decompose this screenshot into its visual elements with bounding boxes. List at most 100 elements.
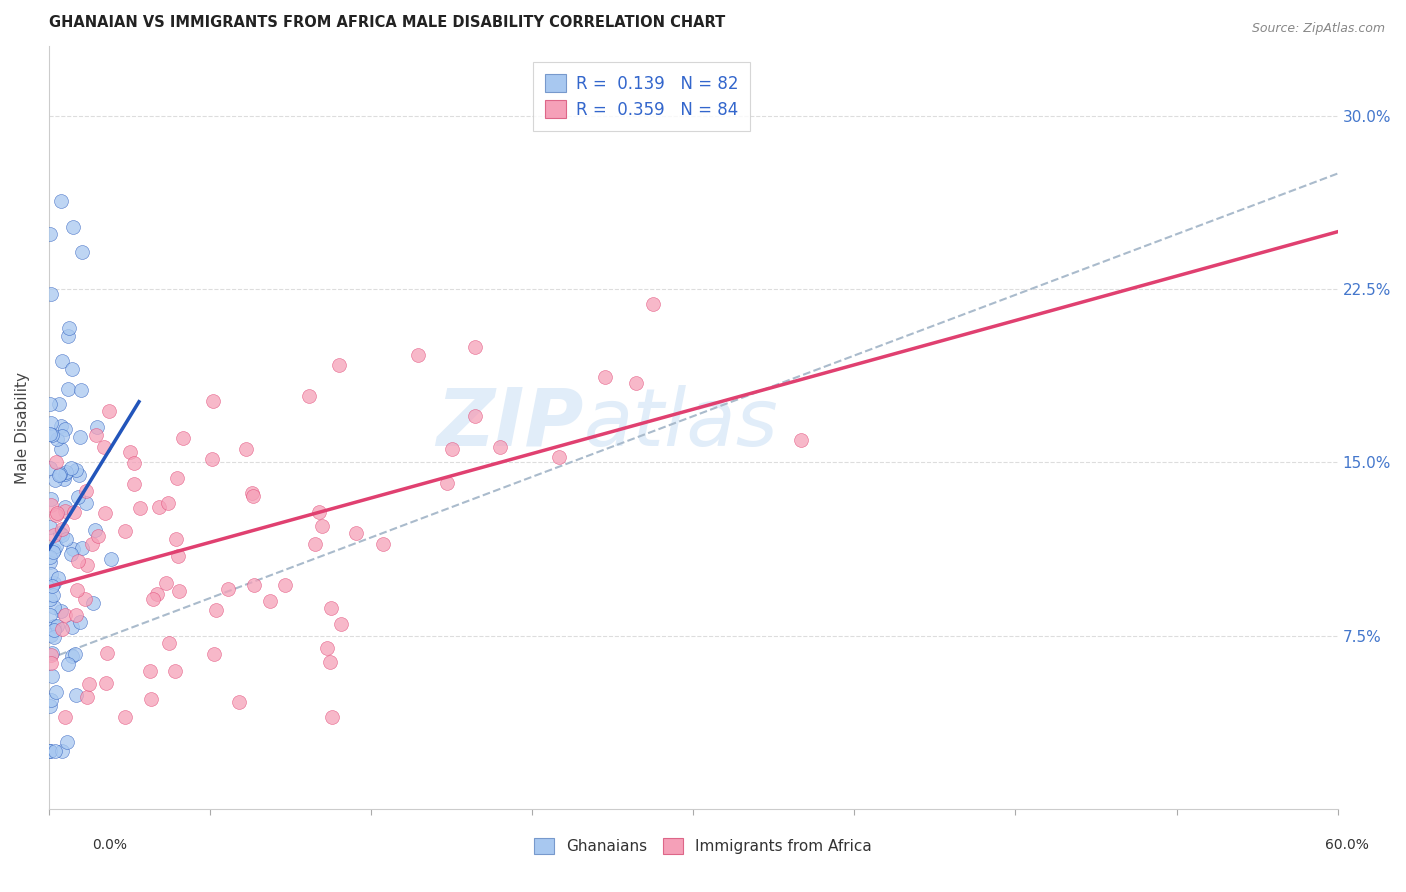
Point xyxy=(39,492,62,507)
Point xyxy=(242,489,264,503)
Point xyxy=(69,430,91,444)
Point xyxy=(80,537,103,551)
Point xyxy=(84,524,107,538)
Point xyxy=(38,744,60,758)
Point xyxy=(42,619,65,633)
Point xyxy=(304,537,326,551)
Point xyxy=(46,571,69,585)
Point xyxy=(441,442,464,457)
Point xyxy=(41,668,63,682)
Point xyxy=(218,582,240,596)
Point xyxy=(44,744,66,758)
Point xyxy=(38,520,60,534)
Point xyxy=(259,594,281,608)
Point xyxy=(464,340,486,354)
Point xyxy=(114,524,136,539)
Point xyxy=(42,528,65,542)
Point xyxy=(41,578,63,592)
Point xyxy=(39,591,62,606)
Text: ZIP: ZIP xyxy=(436,385,583,463)
Point xyxy=(41,428,63,442)
Point xyxy=(44,473,66,487)
Point xyxy=(406,348,429,362)
Point xyxy=(56,329,79,343)
Point xyxy=(49,525,72,540)
Point xyxy=(53,607,76,622)
Point xyxy=(38,396,60,410)
Text: atlas: atlas xyxy=(583,385,779,463)
Point xyxy=(51,522,73,536)
Point xyxy=(42,542,65,557)
Point xyxy=(62,505,84,519)
Point xyxy=(201,451,224,466)
Point xyxy=(163,664,186,678)
Point xyxy=(548,450,571,465)
Point xyxy=(60,619,83,633)
Point xyxy=(243,578,266,592)
Y-axis label: Male Disability: Male Disability xyxy=(15,372,30,483)
Point xyxy=(436,475,458,490)
Point xyxy=(60,648,83,663)
Point xyxy=(790,434,813,448)
Point xyxy=(45,685,67,699)
Point xyxy=(626,376,648,390)
Point xyxy=(49,604,72,618)
Point xyxy=(70,383,93,397)
Point xyxy=(86,419,108,434)
Point xyxy=(45,455,67,469)
Point xyxy=(93,440,115,454)
Point xyxy=(48,467,70,482)
Point xyxy=(202,394,225,409)
Point xyxy=(328,358,350,372)
Text: Source: ZipAtlas.com: Source: ZipAtlas.com xyxy=(1251,22,1385,36)
Point xyxy=(62,219,84,234)
Point xyxy=(142,592,165,607)
Point xyxy=(38,744,60,758)
Point xyxy=(65,647,87,661)
Point xyxy=(39,648,62,663)
Point xyxy=(316,641,339,656)
Point xyxy=(167,549,190,563)
Point xyxy=(641,297,664,311)
Point xyxy=(41,417,63,431)
Point xyxy=(39,567,62,582)
Point xyxy=(114,709,136,723)
Point xyxy=(94,676,117,690)
Point xyxy=(38,607,60,622)
Point xyxy=(53,500,76,514)
Point xyxy=(38,227,60,242)
Point xyxy=(55,532,77,546)
Point xyxy=(204,603,226,617)
Point xyxy=(82,596,104,610)
Point xyxy=(60,362,83,376)
Text: GHANAIAN VS IMMIGRANTS FROM AFRICA MALE DISABILITY CORRELATION CHART: GHANAIAN VS IMMIGRANTS FROM AFRICA MALE … xyxy=(49,15,725,30)
Point xyxy=(53,472,76,486)
Point xyxy=(139,692,162,706)
Point xyxy=(100,551,122,566)
Point xyxy=(202,648,225,662)
Point xyxy=(319,601,342,615)
Point xyxy=(319,655,342,669)
Point xyxy=(93,507,115,521)
Point xyxy=(145,587,167,601)
Point xyxy=(45,508,67,523)
Point xyxy=(39,627,62,641)
Text: 0.0%: 0.0% xyxy=(93,838,127,852)
Point xyxy=(53,504,76,518)
Point xyxy=(96,646,118,660)
Point xyxy=(87,529,110,543)
Point xyxy=(44,624,66,638)
Point xyxy=(464,409,486,423)
Point xyxy=(39,657,62,671)
Point xyxy=(148,500,170,515)
Point xyxy=(167,584,190,599)
Legend: R =  0.139   N = 82, R =  0.359   N = 84: R = 0.139 N = 82, R = 0.359 N = 84 xyxy=(533,62,751,130)
Point xyxy=(42,630,65,644)
Point xyxy=(39,499,62,513)
Point xyxy=(59,547,82,561)
Point xyxy=(49,442,72,456)
Point xyxy=(70,541,93,556)
Point xyxy=(62,541,84,556)
Point xyxy=(155,576,177,591)
Point xyxy=(118,445,141,459)
